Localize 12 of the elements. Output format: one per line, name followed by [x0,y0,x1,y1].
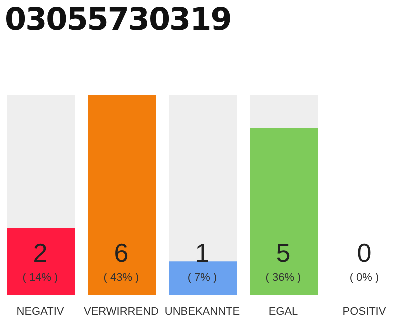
data-label: 1 ( 7% ) [188,238,218,284]
chart-title: 03055730319 [5,2,232,38]
data-label: 0 ( 0% ) [350,238,380,284]
data-label: 6 ( 43% ) [104,238,140,284]
x-tick-label: UNBEKANNTE [164,306,240,318]
bar [169,262,237,295]
x-tick-label: POSITIV [342,306,387,318]
x-tick-label: NEGATIV [16,306,65,318]
x-tick-label: VERWIRREND [84,306,160,318]
data-label: 2 ( 14% ) [22,238,58,284]
data-label: 5 ( 36% ) [266,238,302,284]
x-tick-label: EGAL [268,306,298,318]
